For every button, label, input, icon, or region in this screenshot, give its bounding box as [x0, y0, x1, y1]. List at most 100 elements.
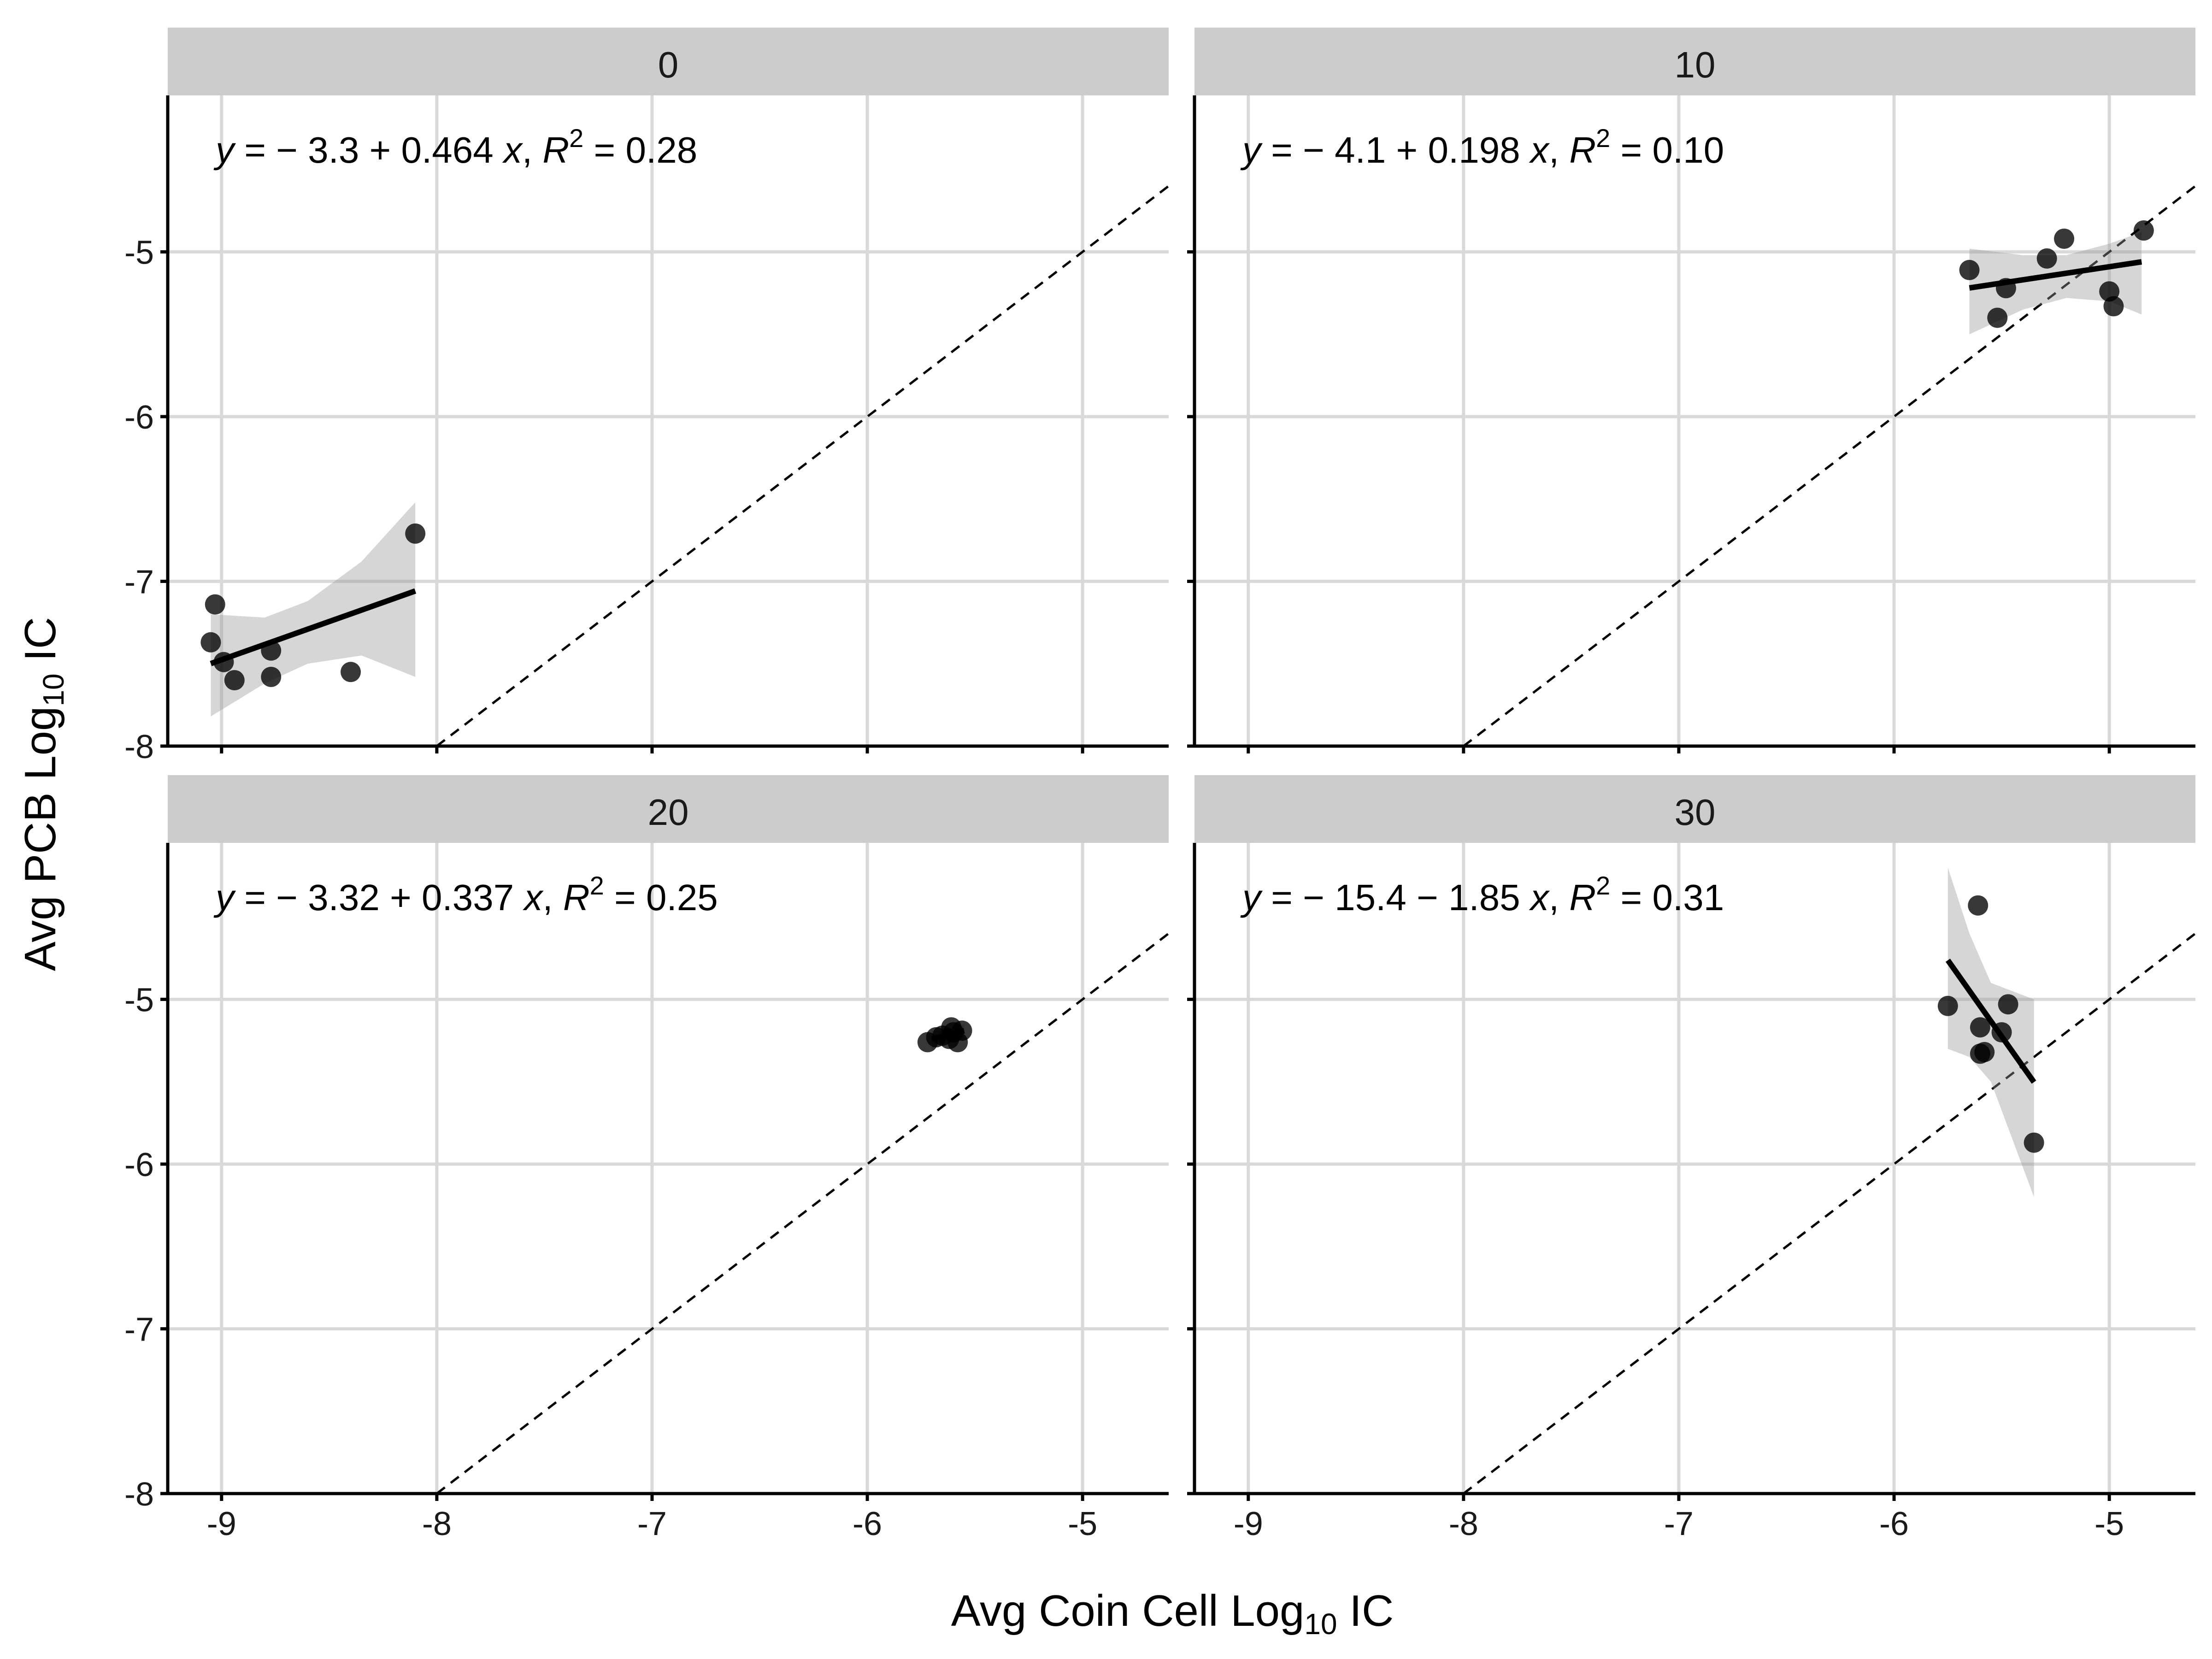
x-axis-title-suffix: IC [1337, 1586, 1394, 1635]
y-axis-title-suffix: IC [16, 617, 65, 674]
panel-0: 0 -8 -7 -6 -5 y = − 3.3 + 0.464 x, R2 = 0.28 [124, 28, 1169, 765]
panels-layer: 0-8-7-6-5y = − 3.3 + 0.464 x, R2 = 0.281… [124, 28, 2195, 1542]
x-tick-label: -8 [1449, 1506, 1478, 1542]
x-tick-label: -9 [207, 1506, 236, 1542]
y-axis-title: Avg PCB Log10 IC [16, 617, 70, 971]
data-point [1995, 278, 2016, 299]
data-point [2133, 220, 2154, 241]
equation-x: x [1529, 877, 1550, 918]
data-point [952, 1020, 972, 1041]
regression-line [210, 588, 417, 666]
data-point [405, 523, 426, 544]
strip-background [1194, 775, 2195, 843]
strip-label: 20 [648, 792, 689, 833]
data-point [213, 652, 234, 672]
regression-line [1945, 959, 2036, 1084]
x-tick-label: -5 [2094, 1506, 2124, 1542]
data-point [1937, 995, 1958, 1016]
data-point [1991, 1022, 2012, 1043]
data-point [2103, 296, 2124, 317]
equation-body: = − 4.1 + 0.198 [1261, 129, 1530, 171]
regression-equation: y = − 4.1 + 0.198 x, R2 = 0.10 [1240, 124, 1724, 171]
confidence-band [211, 502, 416, 717]
data-point [261, 666, 282, 687]
equation-x: x [522, 877, 544, 918]
data-point [224, 670, 245, 691]
identity-line [1463, 932, 2195, 1494]
confidence-band [1969, 232, 2142, 335]
panel-10: 10 y = − 4.1 + 0.198 x, R2 = 0.10 [1187, 28, 2195, 753]
equation-superscript: 2 [590, 871, 604, 900]
equation-r: R [1569, 877, 1596, 918]
strip-background [168, 775, 1169, 843]
equation-superscript: 2 [569, 124, 583, 153]
y-tick-label: -6 [124, 1147, 154, 1183]
data-point [261, 640, 282, 661]
data-point [205, 594, 225, 615]
panel-30: 30 -9 -8 -7 -6 -5 y = − 15.4 − 1.85 x, R2 = 0.… [1187, 775, 2195, 1542]
identity-line [1463, 185, 2195, 746]
regression-equation: y = − 3.3 + 0.464 x, R2 = 0.28 [213, 124, 697, 171]
equation-superscript: 2 [1596, 871, 1610, 900]
equation-y: y [1240, 129, 1263, 171]
equation-r: R [1569, 129, 1596, 171]
data-point [1974, 1041, 1995, 1062]
strip-background [168, 28, 1169, 95]
x-tick-label: -6 [1879, 1506, 1909, 1542]
data-point [1959, 259, 1980, 280]
panel-plot-area [200, 185, 1169, 746]
y-tick-label: -5 [124, 235, 154, 271]
panel-20: 20 -8 -7 -6 -5 -9 -8 -7 -6 -5 y = − 3.32 + 0.337 x… [124, 775, 1169, 1542]
x-tick-label: -5 [1068, 1506, 1097, 1542]
equation-separator: , [1549, 129, 1569, 171]
data-point [2054, 228, 2075, 249]
panel-plot-area [1463, 867, 2195, 1494]
y-tick-label: -5 [124, 982, 154, 1019]
x-axis-title-main: Avg Coin Cell Log [951, 1586, 1305, 1635]
y-tick-label: -7 [124, 1312, 154, 1348]
equation-y: y [1240, 877, 1263, 918]
panel-plot-area [1463, 185, 2195, 746]
regression-equation: y = − 3.32 + 0.337 x, R2 = 0.25 [213, 871, 718, 918]
equation-r: R [563, 877, 590, 918]
equation-x: x [502, 129, 524, 171]
x-axis-title-subscript: 10 [1304, 1607, 1337, 1641]
regression-equation: y = − 15.4 − 1.85 x, R2 = 0.31 [1240, 871, 1724, 918]
data-point [1970, 1017, 1990, 1038]
data-point [341, 662, 361, 682]
data-point [200, 632, 221, 653]
y-axis-title-main: Avg PCB Log [16, 706, 65, 971]
equation-body: = − 3.32 + 0.337 [234, 877, 524, 918]
equation-y: y [213, 129, 236, 171]
y-axis-title-subscript: 10 [37, 673, 70, 706]
equation-r2-value: = 0.28 [583, 129, 697, 171]
strip-label: 30 [1675, 792, 1716, 833]
confidence-band [1947, 867, 2034, 1197]
equation-r: R [542, 129, 569, 171]
strip-background [1194, 28, 2195, 95]
equation-r2-value: = 0.25 [604, 877, 718, 918]
data-point [2024, 1132, 2044, 1153]
equation-x: x [1529, 129, 1550, 171]
panel-plot-area [436, 932, 1169, 1494]
equation-r2-value: = 0.10 [1610, 129, 1724, 171]
equation-superscript: 2 [1596, 124, 1610, 153]
x-tick-label: -6 [853, 1506, 882, 1542]
y-tick-label: -6 [124, 399, 154, 436]
y-tick-label: -7 [124, 564, 154, 601]
identity-line [436, 932, 1169, 1494]
x-axis-title: Avg Coin Cell Log10 IC [951, 1586, 1394, 1641]
equation-separator: , [542, 877, 563, 918]
equation-y: y [213, 877, 236, 918]
y-tick-label: -8 [124, 1476, 154, 1513]
equation-body: = − 15.4 − 1.85 [1261, 877, 1530, 918]
equation-body: = − 3.3 + 0.464 [234, 129, 504, 171]
strip-label: 10 [1675, 44, 1716, 85]
identity-line [436, 185, 1169, 746]
equation-separator: , [522, 129, 542, 171]
x-tick-label: -9 [1234, 1506, 1263, 1542]
equation-r2-value: = 0.31 [1610, 877, 1724, 918]
x-tick-label: -7 [1664, 1506, 1694, 1542]
data-point [1968, 895, 1988, 916]
